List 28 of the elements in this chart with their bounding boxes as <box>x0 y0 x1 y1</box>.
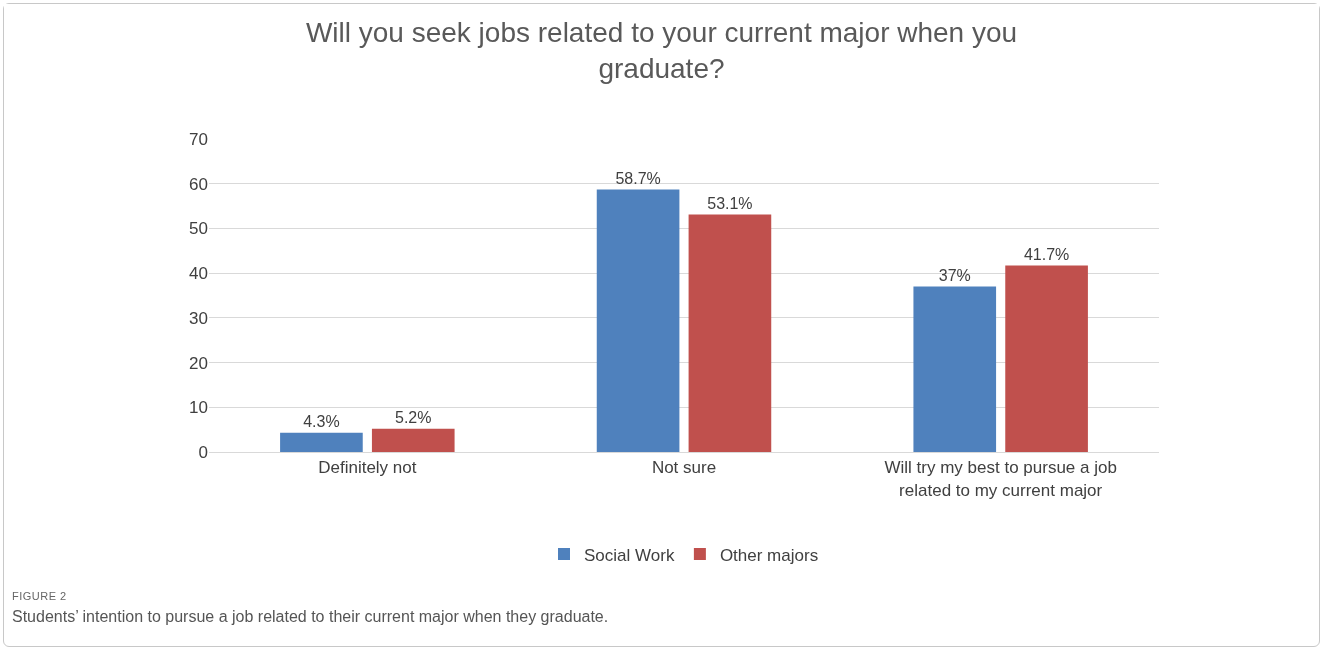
y-tick-label: 0 <box>198 442 208 462</box>
y-tick-label: 40 <box>189 264 208 284</box>
data-label: 58.7% <box>615 169 661 187</box>
y-tick-label: 10 <box>189 398 208 418</box>
data-label: 41.7% <box>1023 245 1070 263</box>
data-label: 37% <box>938 266 971 284</box>
bar <box>688 214 772 452</box>
text: Students’ intention to pursue a job related to their current major when they graduate. <box>12 608 609 626</box>
y-tick-label: 30 <box>189 308 208 328</box>
bar <box>1005 265 1088 452</box>
caption: FIGURE 2 <box>12 590 68 602</box>
data-label: 4.3% <box>303 412 340 430</box>
legend-label: Other majors <box>719 545 819 565</box>
y-tick-label: 70 <box>189 129 208 149</box>
x-tick-label: Not sure <box>651 458 717 478</box>
x-tick-label: Will try my best to pursue a job related to my current major <box>884 458 1117 500</box>
legend-label: Social Work <box>584 545 675 565</box>
bar <box>913 286 997 452</box>
y-tick-label: 60 <box>189 174 208 194</box>
bar <box>371 428 455 452</box>
x-tick-label: Definitely not <box>318 458 417 478</box>
data-label: 53.1% <box>707 194 753 212</box>
y-tick-label: 50 <box>189 219 208 239</box>
bar <box>596 189 680 452</box>
y-tick-label: 20 <box>189 353 208 373</box>
bar <box>280 432 363 452</box>
chart-title: Will you seek jobs related to your current major when you graduate? <box>305 16 1018 85</box>
data-label: 5.2% <box>395 408 432 426</box>
